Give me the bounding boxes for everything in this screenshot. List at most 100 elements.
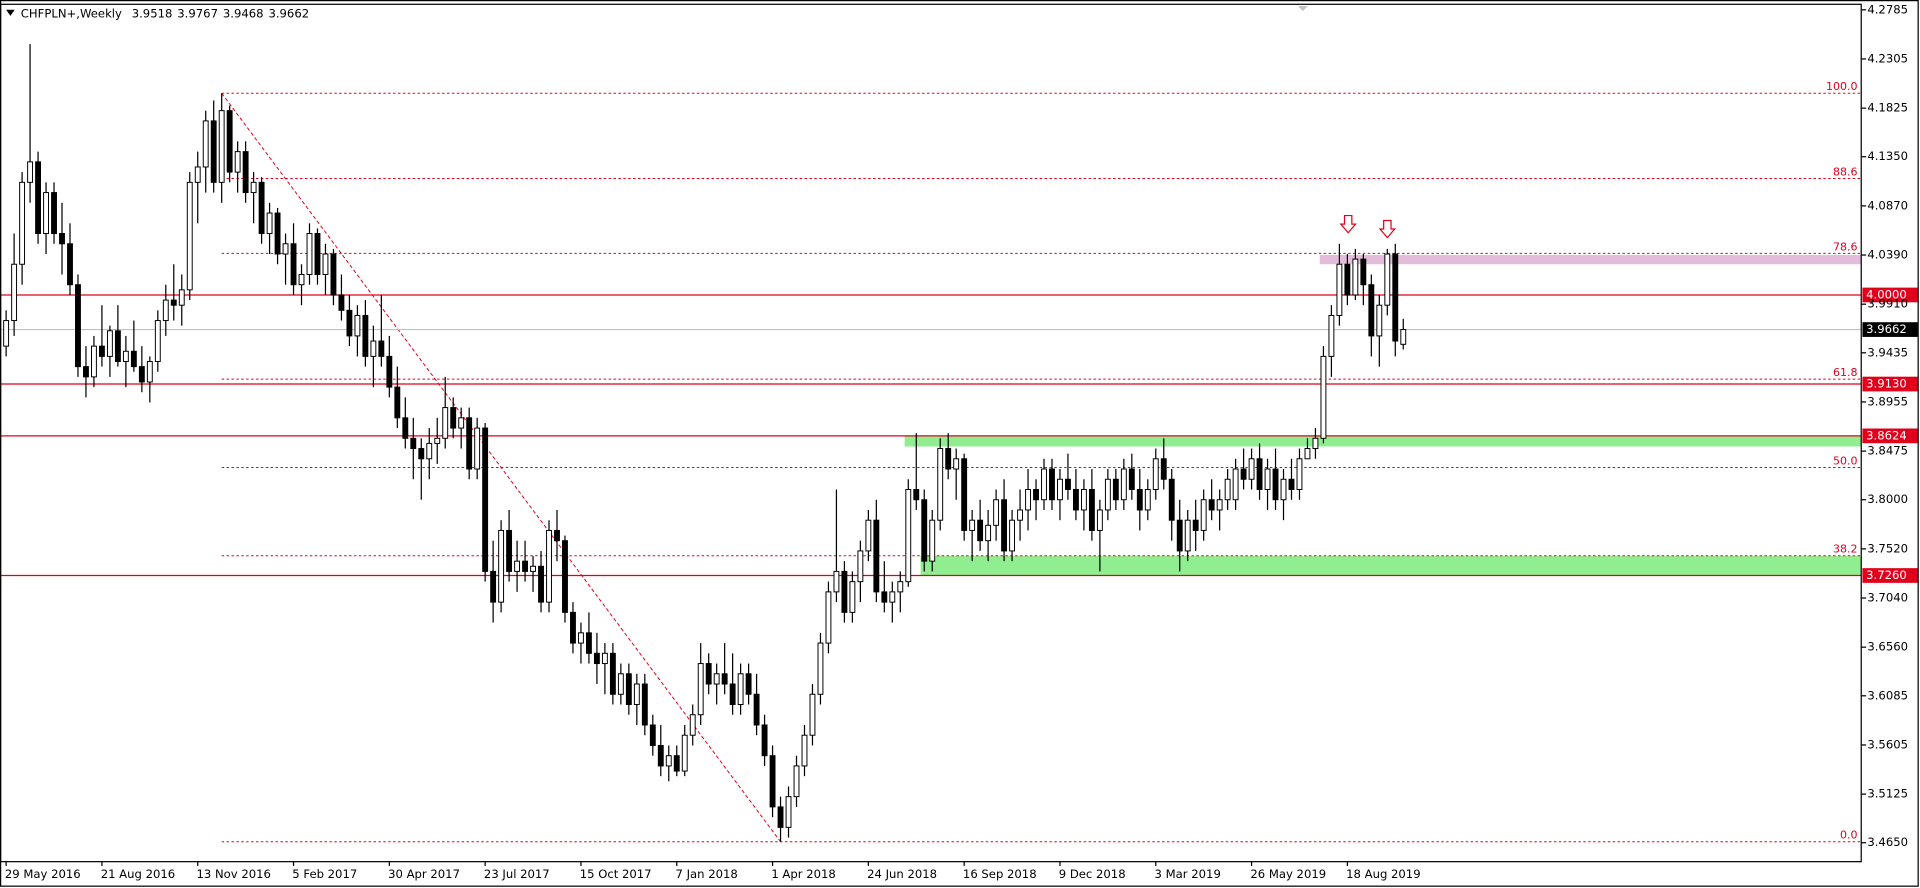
candle-body — [35, 161, 41, 235]
x-tick-label: 7 Jan 2018 — [676, 867, 738, 881]
y-tick-label: 3.6560 — [1867, 640, 1908, 654]
candle-body — [378, 340, 385, 357]
candle-body — [258, 181, 265, 235]
candle-body — [154, 320, 161, 363]
candle-body — [98, 345, 105, 357]
candle-body — [729, 683, 736, 705]
candle-body — [266, 212, 273, 235]
price-label-bg — [1862, 568, 1918, 583]
candle-body — [202, 120, 209, 168]
candle-body — [1208, 499, 1215, 511]
candle-body — [114, 330, 121, 363]
candle-body — [697, 663, 704, 716]
price-label: 3.7260 — [1866, 568, 1907, 582]
candle-body — [873, 519, 880, 593]
price-label-bg — [1862, 376, 1918, 392]
candle-body — [546, 529, 552, 603]
plot-area: 100.0 88.6 78.6 61.8 50.0 38.2 0.0 — [0, 44, 1862, 843]
candle-body — [1001, 499, 1008, 552]
candle-body — [442, 407, 449, 439]
candle-body — [282, 243, 289, 255]
candle-body — [801, 734, 808, 767]
candle-body — [1288, 478, 1295, 490]
x-tick-label: 24 Jun 2018 — [867, 867, 937, 881]
candle-body — [450, 407, 457, 429]
candle-body — [1280, 478, 1287, 501]
candle-body — [51, 192, 57, 235]
candle-body — [881, 591, 888, 603]
zone — [920, 556, 1862, 576]
candle-body — [929, 519, 936, 562]
candle-body — [793, 765, 800, 798]
candle-body — [1009, 519, 1016, 552]
candle-body — [1112, 478, 1119, 501]
symbol: CHFPLN+,Weekly — [21, 6, 122, 20]
candle-body — [745, 673, 752, 695]
candle-body — [514, 560, 521, 572]
candle-body — [170, 299, 177, 306]
candle-body — [1041, 468, 1047, 501]
candle-body — [993, 499, 1000, 526]
candle-body — [921, 499, 928, 562]
candle-body — [402, 417, 409, 439]
candle-body — [506, 529, 513, 572]
menu-triangle[interactable] — [6, 9, 15, 16]
candle-body — [1360, 258, 1367, 286]
scroll-marker — [1297, 6, 1308, 12]
candle-body — [1104, 478, 1111, 511]
price-label-bg — [1862, 287, 1918, 303]
x-tick-label: 30 Apr 2017 — [388, 867, 460, 881]
price-label: 4.0000 — [1866, 287, 1907, 301]
candle-body — [777, 806, 784, 828]
candle-body — [218, 110, 225, 183]
candle-body — [314, 233, 321, 275]
candle-body — [1160, 458, 1167, 480]
candle-body — [242, 151, 249, 194]
fib-label: 50.0 — [1833, 454, 1858, 467]
candle-body — [1304, 448, 1311, 460]
y-tick-label: 3.6085 — [1867, 688, 1908, 702]
candle-body — [83, 366, 89, 378]
candle-body — [625, 673, 632, 705]
x-tick-label: 16 Sep 2018 — [963, 867, 1037, 881]
candle-body — [1200, 499, 1207, 531]
candle-body — [641, 683, 648, 726]
candle-body — [1392, 253, 1399, 342]
candle-body — [354, 314, 361, 337]
fib-label: 100.0 — [1826, 80, 1858, 93]
fib-label: 61.8 — [1833, 366, 1858, 379]
candle-body — [753, 693, 760, 726]
candle-body — [1120, 468, 1127, 501]
y-tick-label: 3.9435 — [1867, 345, 1908, 359]
candle-body — [410, 437, 417, 450]
candle-body — [426, 442, 433, 460]
candle-body — [226, 110, 233, 173]
x-tick-label: 18 Aug 2019 — [1346, 867, 1420, 881]
candle-body — [122, 350, 129, 363]
x-tick-label: 5 Feb 2017 — [292, 867, 357, 881]
price-label: 3.9662 — [1866, 322, 1907, 336]
candle-body — [11, 263, 18, 322]
plot-frame — [0, 3, 1862, 863]
candle-body — [1033, 489, 1039, 501]
candle-body — [1352, 258, 1359, 296]
candle-body — [466, 417, 473, 470]
x-tick-label: 29 May 2016 — [5, 867, 81, 881]
fib-label: 38.2 — [1833, 543, 1858, 556]
candle-body — [761, 724, 768, 757]
candle-body — [1328, 314, 1335, 357]
candle-body — [1049, 468, 1055, 501]
candle-body — [1128, 468, 1135, 490]
candle-body — [633, 683, 640, 705]
candle-body — [809, 693, 816, 736]
candle-body — [905, 489, 912, 583]
candle-body — [1256, 458, 1263, 490]
candle-body — [458, 417, 465, 429]
candle-body — [274, 212, 281, 255]
candle-body — [945, 448, 952, 470]
candle-body — [1376, 304, 1383, 337]
x-tick-label: 26 May 2019 — [1250, 867, 1326, 881]
candle-body — [665, 755, 672, 767]
candle-body — [106, 330, 113, 357]
candle-body — [194, 166, 201, 183]
